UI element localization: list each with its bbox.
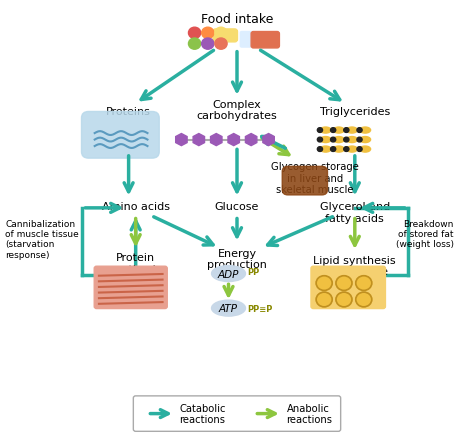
Circle shape [356,276,372,291]
Ellipse shape [333,137,344,143]
Circle shape [344,138,349,143]
Ellipse shape [360,137,371,143]
Circle shape [316,276,332,291]
Ellipse shape [346,137,357,143]
Circle shape [318,128,322,133]
Text: Glycerol and
fatty acids: Glycerol and fatty acids [319,202,390,224]
Ellipse shape [211,300,246,316]
Polygon shape [246,134,257,146]
FancyBboxPatch shape [311,266,385,309]
Circle shape [189,28,201,39]
Polygon shape [263,134,274,146]
Text: Amino acids: Amino acids [102,202,170,212]
Ellipse shape [346,128,357,134]
FancyBboxPatch shape [82,112,159,159]
Ellipse shape [320,128,331,134]
Ellipse shape [360,128,371,134]
FancyBboxPatch shape [251,33,279,49]
Text: Triglycerides: Triglycerides [319,107,390,117]
Text: PP≡P: PP≡P [247,304,273,313]
Circle shape [344,148,349,152]
Circle shape [357,128,362,133]
Circle shape [357,148,362,152]
Ellipse shape [320,137,331,143]
Text: Lipid synthesis
and storage: Lipid synthesis and storage [313,255,396,276]
Circle shape [215,28,227,39]
Circle shape [357,138,362,143]
Text: Cannibalization
of muscle tissue
(starvation
response): Cannibalization of muscle tissue (starva… [5,219,79,259]
Text: Anabolic
reactions: Anabolic reactions [286,403,332,424]
Ellipse shape [346,147,357,153]
Text: Energy
production: Energy production [207,248,267,270]
Ellipse shape [333,128,344,134]
Text: Catabolic
reactions: Catabolic reactions [180,403,226,424]
Circle shape [318,148,322,152]
Circle shape [189,39,201,50]
Polygon shape [176,134,187,146]
Text: Complex
carbohydrates: Complex carbohydrates [197,99,277,121]
Circle shape [344,128,349,133]
Circle shape [316,293,332,307]
Circle shape [336,276,352,291]
Circle shape [201,28,214,39]
Text: Glycogen storage
in liver and
skeletal muscle: Glycogen storage in liver and skeletal m… [271,162,359,195]
FancyBboxPatch shape [94,266,167,309]
Polygon shape [193,134,205,146]
Ellipse shape [333,147,344,153]
Ellipse shape [320,147,331,153]
FancyBboxPatch shape [133,396,341,431]
Polygon shape [210,134,222,146]
Polygon shape [228,134,239,146]
Ellipse shape [360,147,371,153]
Circle shape [330,148,336,152]
FancyBboxPatch shape [213,30,237,43]
Text: Breakdown
of stored fat
(weight loss): Breakdown of stored fat (weight loss) [396,219,454,249]
Text: Food intake: Food intake [201,13,273,26]
Circle shape [356,293,372,307]
Circle shape [318,138,322,143]
FancyBboxPatch shape [240,33,254,48]
Circle shape [330,138,336,143]
Circle shape [201,39,214,50]
Text: Glucose: Glucose [215,202,259,212]
Text: ATP: ATP [219,303,238,313]
Ellipse shape [211,266,246,282]
Circle shape [215,39,227,50]
Circle shape [336,293,352,307]
Text: PP: PP [247,268,260,277]
FancyBboxPatch shape [282,167,328,195]
Circle shape [330,128,336,133]
Text: Proteins: Proteins [106,107,151,117]
Text: ADP: ADP [218,269,239,279]
Text: Protein
synthesis: Protein synthesis [109,252,162,274]
